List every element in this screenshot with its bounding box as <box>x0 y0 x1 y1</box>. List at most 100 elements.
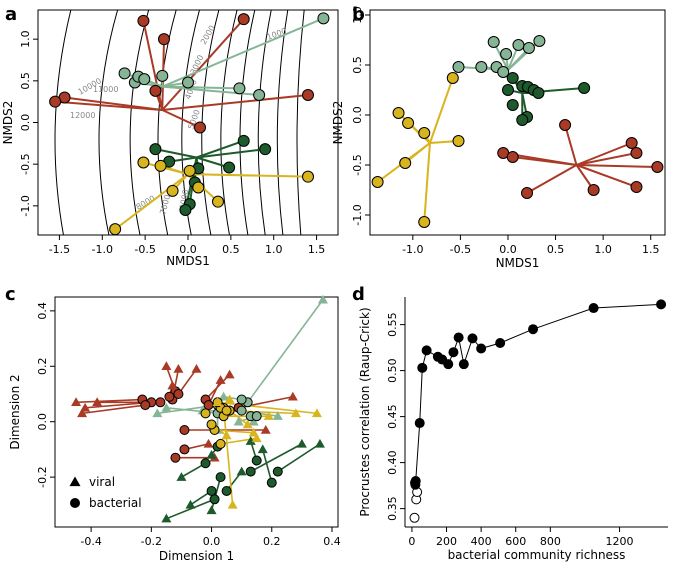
viral-point-red <box>287 391 298 401</box>
x-axis-title-b: NMDS1 <box>496 256 540 270</box>
viral-point-lightgreen <box>161 402 172 412</box>
x-axis-title-a: NMDS1 <box>166 254 210 268</box>
point-lightgreen <box>475 61 488 73</box>
panel-b-nmds-plot: -1.0 -0.5 0.0 0.5 1.0 1.5 -1.0 -0.5 0.0 0.5 1.0 NMD… <box>331 6 666 270</box>
bacterial-point-red <box>173 388 184 399</box>
x-tick-label-b: 1.0 <box>594 243 612 256</box>
pair-line-darkgreen <box>210 476 222 511</box>
viral-point-darkgreen <box>296 438 307 448</box>
viral-point-lightgreen <box>152 408 163 418</box>
viral-point-lightgreen <box>248 416 259 426</box>
filled-point <box>458 359 469 370</box>
y-tick-label-d: 0.50 <box>386 358 399 383</box>
edge-red <box>512 156 577 166</box>
point-yellow <box>137 156 150 169</box>
contour-line <box>54 10 72 235</box>
pair-line-yellow <box>217 401 318 415</box>
edge-darkgreen <box>196 148 266 159</box>
filled-point <box>495 338 506 348</box>
y-tick-label-b: 0.0 <box>351 106 364 124</box>
bacterial-point-red <box>164 391 175 402</box>
bacterial-point-darkgreen <box>245 466 256 477</box>
point-red <box>302 89 314 101</box>
point-lightgreen <box>533 35 546 47</box>
bacterial-point-red <box>155 397 166 408</box>
point-yellow <box>183 164 196 177</box>
y-tick-label-b: 0.5 <box>351 56 364 74</box>
point-darkgreen <box>237 134 250 147</box>
filled-point <box>528 324 539 335</box>
contour-label: 8000 <box>135 194 157 212</box>
edge-red <box>576 164 637 188</box>
point-darkgreen <box>223 161 236 174</box>
edge-darkgreen <box>196 139 245 159</box>
x-tick-label-c: -0.4 <box>80 535 101 548</box>
pair-line-lightgreen <box>247 299 324 403</box>
contour-line <box>296 10 305 235</box>
x-tick-label-c: -0.2 <box>141 535 162 548</box>
bacterial-point-darkgreen <box>266 477 277 488</box>
x-tick-label-d: 400 <box>471 535 492 548</box>
y-tick-label-a: 0.0 <box>19 114 32 132</box>
point-red <box>630 147 643 159</box>
viral-point-yellow <box>290 408 301 418</box>
legend-label-viral: viral <box>89 475 115 489</box>
bacterial-point-yellow <box>200 408 211 419</box>
y-tick-label-b: 1.0 <box>351 6 364 24</box>
edge-red <box>142 20 164 111</box>
contour-line <box>276 10 289 235</box>
point-lightgreen <box>487 36 500 48</box>
bacterial-point-yellow <box>215 438 226 449</box>
viral-point-red <box>260 425 271 434</box>
y-tick-label-a: -1.0 <box>19 195 32 216</box>
legend-circle-icon <box>70 498 80 508</box>
filled-point <box>448 347 459 358</box>
point-lightgreen <box>118 67 131 80</box>
bacterial-point-darkgreen <box>209 494 220 505</box>
bacterial-point-darkgreen <box>206 485 217 496</box>
pair-line-darkgreen <box>166 498 215 520</box>
edge-yellow <box>429 77 454 144</box>
point-darkgreen <box>506 99 519 111</box>
bacterial-point-red <box>203 400 214 411</box>
viral-point-red <box>173 364 184 373</box>
viral-point-lightgreen <box>218 391 229 401</box>
pair-line-darkgreen <box>261 449 273 483</box>
viral-point-red <box>71 397 82 407</box>
viral-point-darkgreen <box>257 444 268 454</box>
x-tick-label-a: -0.5 <box>134 243 155 256</box>
viral-point-red <box>77 408 88 418</box>
x-tick-label-d: 1200 <box>606 535 634 548</box>
point-darkgreen <box>506 72 519 84</box>
viral-point-lightgreen <box>272 411 283 420</box>
viral-point-darkgreen <box>206 449 217 459</box>
point-red <box>158 33 170 46</box>
correlation-line <box>414 303 662 485</box>
edge-yellow <box>187 173 309 178</box>
point-lightgreen <box>497 66 510 78</box>
point-yellow <box>392 107 405 119</box>
edge-lightgreen <box>162 85 260 96</box>
bacterial-point-lightgreen <box>251 411 262 422</box>
point-yellow <box>212 195 224 208</box>
contour-line <box>157 10 177 235</box>
edge-red <box>564 124 578 166</box>
point-lightgreen <box>253 89 266 101</box>
plot-frame-c <box>54 296 339 528</box>
panel-letter-b: b <box>352 4 365 25</box>
bacterial-point-yellow <box>206 419 217 430</box>
viral-point-red <box>191 364 202 373</box>
filled-point <box>417 362 428 373</box>
x-tick-label-d: 0 <box>408 535 415 548</box>
x-tick-label-b: -1.0 <box>402 243 423 256</box>
point-yellow <box>166 184 179 197</box>
point-red <box>521 187 534 199</box>
panel-letter-a: a <box>5 4 17 25</box>
point-yellow <box>452 135 465 147</box>
y-tick-label-d: 0.55 <box>386 312 399 337</box>
x-tick-label-d: 200 <box>436 535 457 548</box>
contour-label: 12000 <box>70 111 95 120</box>
point-red <box>651 161 664 173</box>
point-red <box>625 137 638 149</box>
bacterial-point-lightgreen <box>236 405 247 416</box>
